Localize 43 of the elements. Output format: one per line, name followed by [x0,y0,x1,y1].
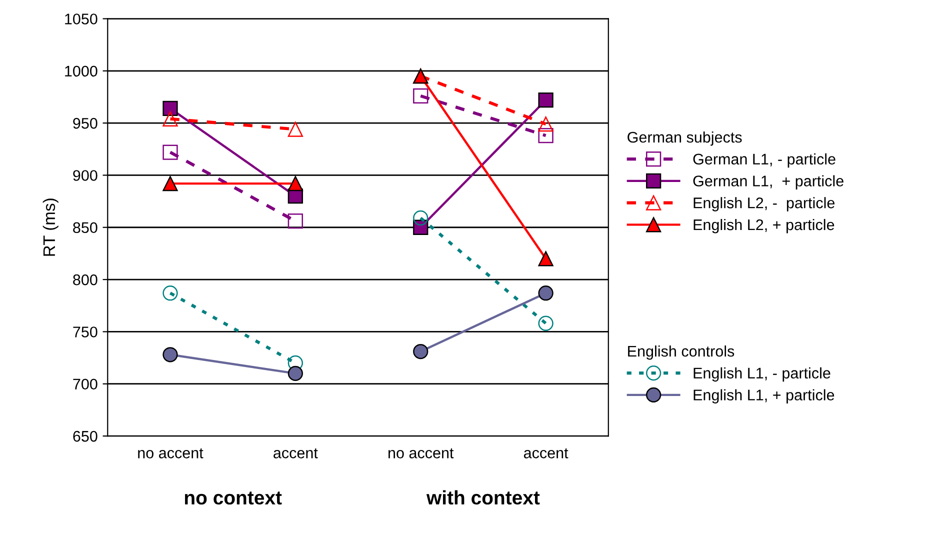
point [538,128,554,144]
point [162,286,178,301]
point [288,122,303,137]
y-tick-label: 1050 [65,14,98,24]
y-tick-label: 650 [73,430,98,442]
point [538,92,554,108]
text: with context [426,490,540,505]
point [162,144,178,160]
x-tick-label: accent [274,448,318,458]
point [538,316,554,331]
x-tick-label: accent [524,448,568,458]
y-tick-label: 900 [73,170,98,181]
legend-label: German L1, + particle [693,175,844,190]
point [162,176,178,192]
y-tick-label: 800 [73,274,98,286]
y-tick-label: 1000 [65,66,98,77]
point [413,88,428,104]
text: no context [184,492,282,505]
x-tick-label: no accent [138,448,204,458]
y-axis-title: RT (ms) [42,198,58,256]
y-tick-label: 750 [73,326,98,338]
y-tick-label: 950 [73,118,98,129]
text: English controls [628,345,734,360]
point [288,176,303,192]
point [538,116,554,132]
y-tick-label: 850 [73,222,98,234]
legend-label: English L2, + particle [694,218,834,234]
point [413,344,428,360]
point [162,111,178,126]
point [162,100,178,116]
legend-label: German L1, - particle [693,153,836,168]
point [538,286,554,301]
legend-title: German subjects [628,131,742,146]
y-tick-label: 700 [73,378,98,390]
point [413,210,428,226]
x-tick-label: no accent [388,448,454,458]
legend-label: English L2, - particle [694,197,835,212]
point [288,214,303,229]
legend-label: English L1, + particle [694,389,834,404]
point [538,251,554,266]
point [288,366,303,381]
legend-label: English L1, - particle [694,367,830,382]
point [162,347,178,362]
